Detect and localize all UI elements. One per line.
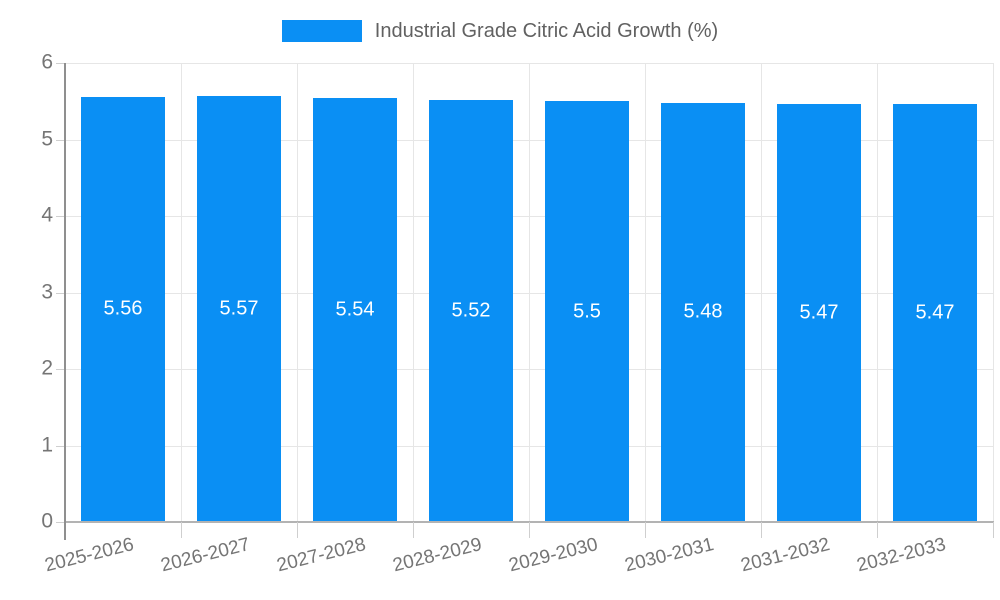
bar-value-label: 5.56 [103, 297, 143, 320]
x-tick-label: 2030-2031 [622, 534, 717, 577]
y-axis-tick [56, 140, 65, 141]
gridline-vertical [181, 63, 182, 522]
y-tick-label: 2 [41, 356, 53, 380]
y-tick-label: 4 [41, 203, 53, 227]
x-tick-label: 2025-2026 [42, 534, 137, 577]
y-tick-label: 5 [41, 127, 53, 151]
x-axis-tick [181, 522, 182, 538]
y-axis-line [64, 63, 66, 540]
bar [197, 96, 281, 521]
x-axis-tick [297, 522, 298, 538]
x-axis-tick [645, 522, 646, 538]
x-tick-label: 2032-2033 [854, 534, 949, 577]
bar [313, 98, 397, 521]
x-axis-tick [993, 522, 994, 538]
x-tick-label: 2027-2028 [274, 534, 369, 577]
gridline-vertical [645, 63, 646, 522]
y-tick-label: 0 [41, 509, 53, 533]
x-axis-tick [529, 522, 530, 538]
bar-value-label: 5.47 [915, 301, 955, 324]
gridline-vertical [297, 63, 298, 522]
gridline-vertical [761, 63, 762, 522]
gridline-vertical [993, 63, 994, 522]
bar [429, 100, 513, 521]
y-tick-label: 6 [41, 50, 53, 74]
gridline-vertical [877, 63, 878, 522]
y-axis-tick [56, 369, 65, 370]
gridline-vertical [413, 63, 414, 522]
bar [777, 104, 861, 521]
bar-value-label: 5.57 [219, 297, 259, 320]
x-tick-label: 2028-2029 [390, 534, 485, 577]
gridline-vertical [529, 63, 530, 522]
bar-value-label: 5.48 [683, 300, 723, 323]
x-tick-label: 2026-2027 [158, 534, 253, 577]
bar-value-label: 5.47 [799, 301, 839, 324]
bar [661, 103, 745, 521]
bar [545, 101, 629, 521]
x-axis-tick [761, 522, 762, 538]
y-tick-label: 1 [41, 433, 53, 457]
y-axis-tick [56, 446, 65, 447]
legend-swatch [281, 20, 362, 42]
y-axis-tick [56, 522, 65, 523]
chart-legend: Industrial Grade Citric Acid Growth (%) [0, 20, 1000, 42]
bar [893, 104, 977, 521]
x-tick-label: 2031-2032 [738, 534, 833, 577]
x-axis-tick [877, 522, 878, 538]
x-tick-label: 2029-2030 [506, 534, 601, 577]
y-axis-tick [56, 63, 65, 64]
x-axis-tick [413, 522, 414, 538]
bar-value-label: 5.5 [573, 300, 601, 323]
y-axis-tick [56, 216, 65, 217]
bar-value-label: 5.52 [451, 299, 491, 322]
bar-value-label: 5.54 [335, 298, 375, 321]
y-axis-tick [56, 293, 65, 294]
legend-label: Industrial Grade Citric Acid Growth (%) [374, 20, 719, 42]
y-tick-label: 3 [41, 280, 53, 304]
bar [81, 97, 165, 521]
